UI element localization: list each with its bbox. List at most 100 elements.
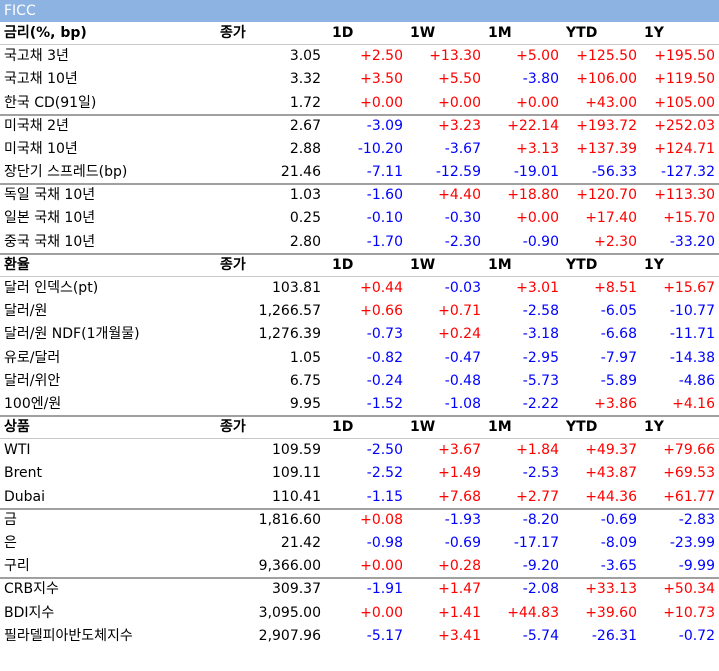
row-label: 한국 CD(91일) <box>4 94 97 111</box>
row-label: 국고채 3년 <box>4 48 69 65</box>
value-cell: +3.01 <box>516 279 559 296</box>
header-cell: 1D <box>332 256 354 273</box>
value-cell: -12.59 <box>435 164 481 181</box>
value-cell: -2.08 <box>522 581 559 598</box>
value-cell: -127.32 <box>660 164 715 181</box>
value-cell: -0.03 <box>444 279 481 296</box>
value-cell: -1.52 <box>366 395 403 412</box>
value-cell: +1.84 <box>516 442 559 459</box>
value-cell: -23.99 <box>669 534 715 551</box>
value-cell: +10.73 <box>663 604 715 621</box>
value-cell: -5.73 <box>522 372 559 389</box>
value-cell: -2.22 <box>522 395 559 412</box>
value-cell: +1.49 <box>438 465 481 482</box>
row-label: WTI <box>4 442 31 459</box>
value-cell: -0.90 <box>522 233 559 250</box>
value-cell: -1.70 <box>366 233 403 250</box>
value-cell: -0.24 <box>366 372 403 389</box>
value-cell: +0.44 <box>360 279 403 296</box>
value-cell: 6.75 <box>289 372 321 389</box>
value-cell: +43.87 <box>585 465 637 482</box>
value-cell: +4.40 <box>438 187 481 204</box>
value-cell: 1.05 <box>289 349 321 366</box>
value-cell: -2.30 <box>444 233 481 250</box>
header-cell: YTD <box>566 256 598 273</box>
value-cell: -1.91 <box>366 581 403 598</box>
value-cell: 1,816.60 <box>258 511 321 528</box>
row-label: 100엔/원 <box>4 395 62 412</box>
value-cell: +125.50 <box>576 48 637 65</box>
value-cell: +79.66 <box>663 442 715 459</box>
value-cell: -17.17 <box>513 534 559 551</box>
value-cell: -4.86 <box>678 372 715 389</box>
value-cell: +0.00 <box>516 210 559 227</box>
header-cell: 종가 <box>220 256 246 273</box>
value-cell: +1.41 <box>438 604 481 621</box>
row-label: Brent <box>4 465 43 482</box>
value-cell: -5.74 <box>522 627 559 644</box>
separator <box>0 577 719 580</box>
row-label: 미국채 10년 <box>4 140 78 157</box>
header-cell: 종가 <box>220 25 246 41</box>
value-cell: +1.47 <box>438 581 481 598</box>
value-cell: +3.67 <box>438 442 481 459</box>
value-cell: +195.50 <box>654 48 715 65</box>
value-cell: +33.13 <box>585 581 637 598</box>
row-label: Dubai <box>4 488 46 505</box>
value-cell: +3.50 <box>360 71 403 88</box>
value-cell: +69.53 <box>663 465 715 482</box>
value-cell: -6.68 <box>600 326 637 343</box>
value-cell: -0.69 <box>600 511 637 528</box>
value-cell: -0.82 <box>366 349 403 366</box>
value-cell: 0.25 <box>289 210 321 227</box>
value-cell: +119.50 <box>654 71 715 88</box>
value-cell: +105.00 <box>654 94 715 111</box>
value-cell: +3.13 <box>516 140 559 157</box>
value-cell: -9.20 <box>522 558 559 575</box>
row-label: 은 <box>4 534 17 551</box>
value-cell: +2.77 <box>516 488 559 505</box>
value-cell: -0.48 <box>444 372 481 389</box>
value-cell: +3.86 <box>594 395 637 412</box>
value-cell: -56.33 <box>591 164 637 181</box>
value-cell: 1,266.57 <box>258 303 321 320</box>
value-cell: -1.15 <box>366 488 403 505</box>
value-cell: +106.00 <box>576 71 637 88</box>
value-cell: -3.80 <box>522 71 559 88</box>
value-cell: -3.67 <box>444 140 481 157</box>
value-cell: -14.38 <box>669 349 715 366</box>
value-cell: -1.08 <box>444 395 481 412</box>
value-cell: 109.11 <box>272 465 321 482</box>
value-cell: -1.60 <box>366 187 403 204</box>
separator <box>0 113 719 116</box>
value-cell: +120.70 <box>576 187 637 204</box>
header-cell: 1D <box>332 419 354 436</box>
value-cell: +0.00 <box>438 94 481 111</box>
row-label: 필라델피아반도체지수 <box>4 627 133 644</box>
value-cell: +0.00 <box>360 604 403 621</box>
value-cell: 110.41 <box>272 488 321 505</box>
value-cell: 1.72 <box>289 94 321 111</box>
value-cell: 21.42 <box>280 534 321 551</box>
value-cell: +8.51 <box>594 279 637 296</box>
value-cell: -5.89 <box>600 372 637 389</box>
header-cell: 1D <box>332 25 354 41</box>
value-cell: 2.67 <box>289 117 321 134</box>
value-cell: -8.20 <box>522 511 559 528</box>
header-cell: 1Y <box>644 25 664 41</box>
value-cell: -10.77 <box>669 303 715 320</box>
value-cell: +0.00 <box>360 558 403 575</box>
value-cell: 2,907.96 <box>258 627 321 644</box>
value-cell: +193.72 <box>576 117 637 134</box>
value-cell: -0.72 <box>678 627 715 644</box>
value-cell: +113.30 <box>654 187 715 204</box>
value-cell: +0.00 <box>516 94 559 111</box>
header-cell: 1Y <box>644 419 664 436</box>
value-cell: -7.11 <box>366 164 403 181</box>
value-cell: -10.20 <box>357 140 403 157</box>
row-label: 달러/원 NDF(1개월물) <box>4 326 140 343</box>
header-cell: YTD <box>566 419 598 436</box>
title-bar: FICC <box>0 0 719 22</box>
value-cell: +0.66 <box>360 303 403 320</box>
